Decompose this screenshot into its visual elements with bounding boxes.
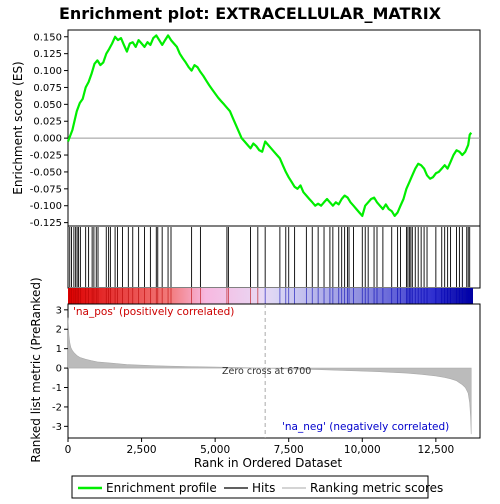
- x-tick-label: 7,500: [274, 444, 304, 456]
- es-y-tick-label: -0.050: [30, 167, 62, 178]
- es-panel-frame: [68, 30, 480, 226]
- hits-panel: [68, 226, 480, 288]
- negative-correlation-label: 'na_neg' (negatively correlated): [282, 421, 449, 433]
- legend-label-enrichment: Enrichment profile: [106, 481, 217, 495]
- es-panel: 0.150 0.125 0.100 0.075 0.050 0.025 0.000 -0.02…: [11, 30, 480, 229]
- es-y-tick-label: -0.125: [30, 218, 62, 229]
- rank-y-tick-label: -1: [52, 383, 62, 394]
- zero-cross-label: Zero cross at 6700: [222, 366, 311, 377]
- x-tick-label: 2,500: [127, 444, 157, 456]
- x-tick-label: 10,000: [344, 444, 381, 456]
- x-axis-label: Rank in Ordered Dataset: [194, 456, 342, 470]
- legend-label-ranking: Ranking metric scores: [310, 481, 443, 495]
- positive-correlation-label: 'na_pos' (positively correlated): [73, 306, 234, 318]
- rank-y-tick-label: 3: [56, 305, 62, 316]
- es-y-tick-label: 0.150: [33, 32, 62, 43]
- es-y-tick-label: -0.100: [30, 201, 62, 212]
- es-y-tick-label: -0.025: [30, 151, 62, 162]
- es-y-tick-label: 0.125: [33, 49, 62, 60]
- es-y-tick-label: -0.075: [30, 184, 62, 195]
- x-tick-label: 0: [65, 444, 72, 456]
- rank-y-axis-label: Ranked list metric (PreRanked): [29, 277, 43, 462]
- es-y-tick-label: 0.075: [33, 83, 62, 94]
- es-y-tick-label: 0.000: [33, 134, 62, 145]
- rank-y-tick-label: 1: [56, 344, 62, 355]
- x-tick-label: 12,500: [417, 444, 454, 456]
- rank-y-tick-label: 2: [56, 325, 62, 336]
- rank-y-tick-label: -3: [52, 422, 62, 433]
- legend: Enrichment profile Hits Ranking metric s…: [72, 476, 443, 498]
- rank-y-tick-label: 0: [56, 364, 62, 375]
- es-y-tick-label: 0.100: [33, 66, 62, 77]
- es-y-axis-label: Enrichment score (ES): [11, 61, 25, 194]
- legend-label-hits: Hits: [252, 481, 275, 495]
- es-y-tick-label: 0.050: [33, 100, 62, 111]
- es-y-tick-label: 0.025: [33, 117, 62, 128]
- x-tick-label: 5,000: [200, 444, 230, 456]
- chart-title: Enrichment plot: EXTRACELLULAR_MATRIX: [59, 4, 442, 23]
- rank-metric-panel: 3 2 1 0 -1 -2 -3 'na_pos' (positively correlat…: [29, 277, 480, 462]
- rank-y-tick-label: -2: [52, 402, 62, 413]
